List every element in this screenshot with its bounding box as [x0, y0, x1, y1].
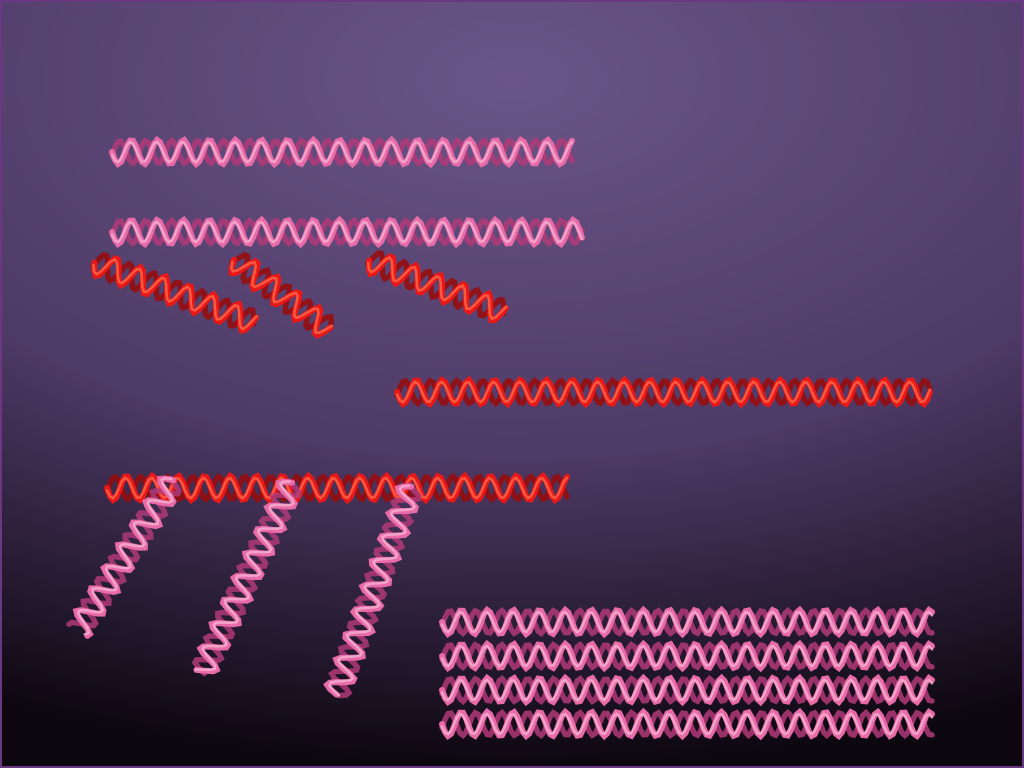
helix-h1: [112, 130, 572, 174]
diagram-canvas: [0, 0, 1024, 768]
helix-h6c: [316, 479, 432, 702]
helix-h4: [397, 370, 930, 414]
helix-h10: [442, 702, 932, 746]
helix-h2: [112, 210, 582, 254]
